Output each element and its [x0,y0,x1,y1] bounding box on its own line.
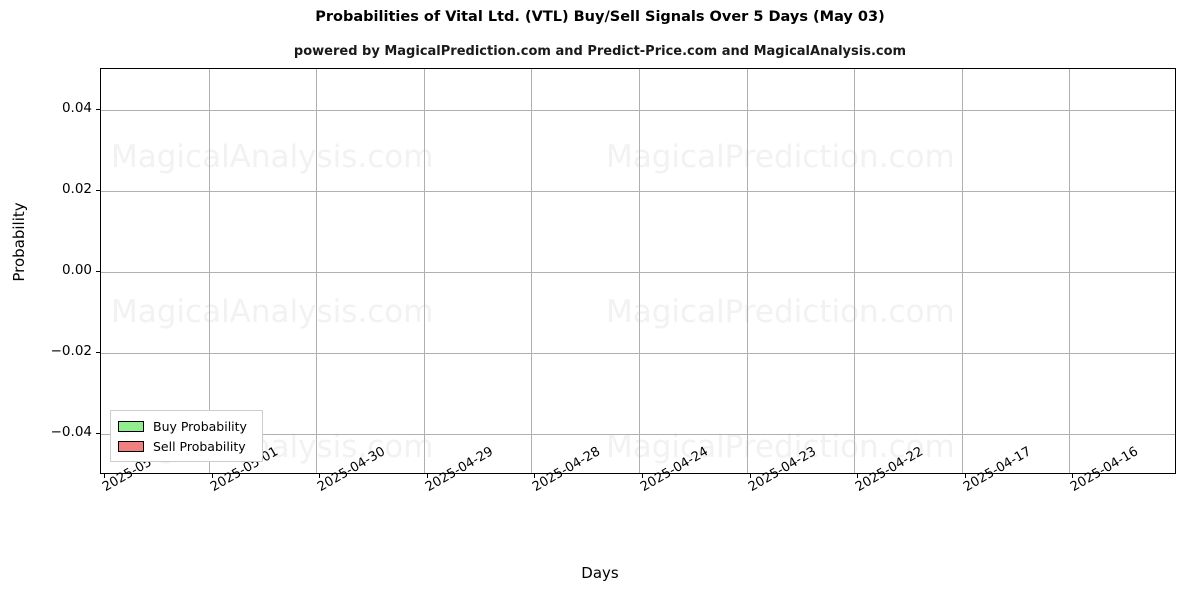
gridline-horizontal [101,191,1175,192]
y-tick-label: 0.04 [61,100,92,116]
gridline-horizontal [101,110,1175,111]
legend-swatch-sell [118,440,144,452]
x-axis-title: Days [581,564,619,582]
watermark-text: MagicalPrediction.com [606,139,955,175]
x-tick-mark [642,474,643,478]
gridline-horizontal [101,353,1175,354]
y-tick-mark [96,109,100,110]
chart-title: Probabilities of Vital Ltd. (VTL) Buy/Se… [315,9,885,25]
watermark-text: MagicalPrediction.com [606,429,955,465]
x-tick-label: 2025-04-17 [961,444,1034,495]
x-tick-mark [1072,474,1073,478]
x-tick-mark [104,474,105,478]
x-tick-label: 2025-04-30 [315,444,388,495]
x-tick-label: 2025-04-22 [853,444,926,495]
gridline-vertical [639,69,640,473]
x-tick-mark [534,474,535,478]
y-tick-mark [96,271,100,272]
x-tick-label: 2025-04-29 [423,444,496,495]
legend-label-buy: Buy Probability [153,418,247,434]
gridline-vertical [962,69,963,473]
gridline-vertical [854,69,855,473]
y-tick-mark [96,190,100,191]
x-tick-mark [750,474,751,478]
x-tick-label: 2025-05-02 [100,444,173,495]
watermark-text: MagicalAnalysis.com [111,139,434,175]
legend-item-sell[interactable]: Sell Probability [118,436,256,456]
x-tick-label: 2025-05-01 [208,444,281,495]
x-tick-mark [427,474,428,478]
x-tick-mark [212,474,213,478]
legend-label-sell: Sell Probability [153,438,246,454]
gridline-vertical [531,69,532,473]
watermark-text: MagicalAnalysis.com [111,294,434,330]
chart-subtitle: powered by MagicalPrediction.com and Pre… [293,44,907,59]
x-tick-label: 2025-04-24 [638,444,711,495]
legend-swatch-buy [118,420,144,432]
chart-legend[interactable]: Buy Probability Sell Probability [110,410,263,462]
gridline-vertical [209,69,210,473]
gridline-vertical [424,69,425,473]
y-tick-mark [96,433,100,434]
x-tick-mark [965,474,966,478]
gridline-vertical [747,69,748,473]
x-tick-mark [857,474,858,478]
y-tick-mark [96,352,100,353]
y-tick-label: 0.00 [61,262,92,278]
legend-item-buy[interactable]: Buy Probability [118,416,256,436]
y-tick-label: −0.04 [50,424,92,440]
y-tick-label: −0.02 [50,343,92,359]
x-tick-label: 2025-04-28 [530,444,603,495]
gridline-horizontal [101,434,1175,435]
gridline-horizontal [101,272,1175,273]
watermark-text: MagicalPrediction.com [606,294,955,330]
x-tick-label: 2025-04-16 [1068,444,1141,495]
gridline-vertical [1069,69,1070,473]
y-tick-label: 0.02 [61,181,92,197]
plot-area: MagicalAnalysis.com MagicalPrediction.com… [100,68,1176,474]
x-tick-mark [319,474,320,478]
x-tick-label: 2025-04-23 [746,444,819,495]
gridline-vertical [316,69,317,473]
y-axis-title: Probability [10,202,28,282]
